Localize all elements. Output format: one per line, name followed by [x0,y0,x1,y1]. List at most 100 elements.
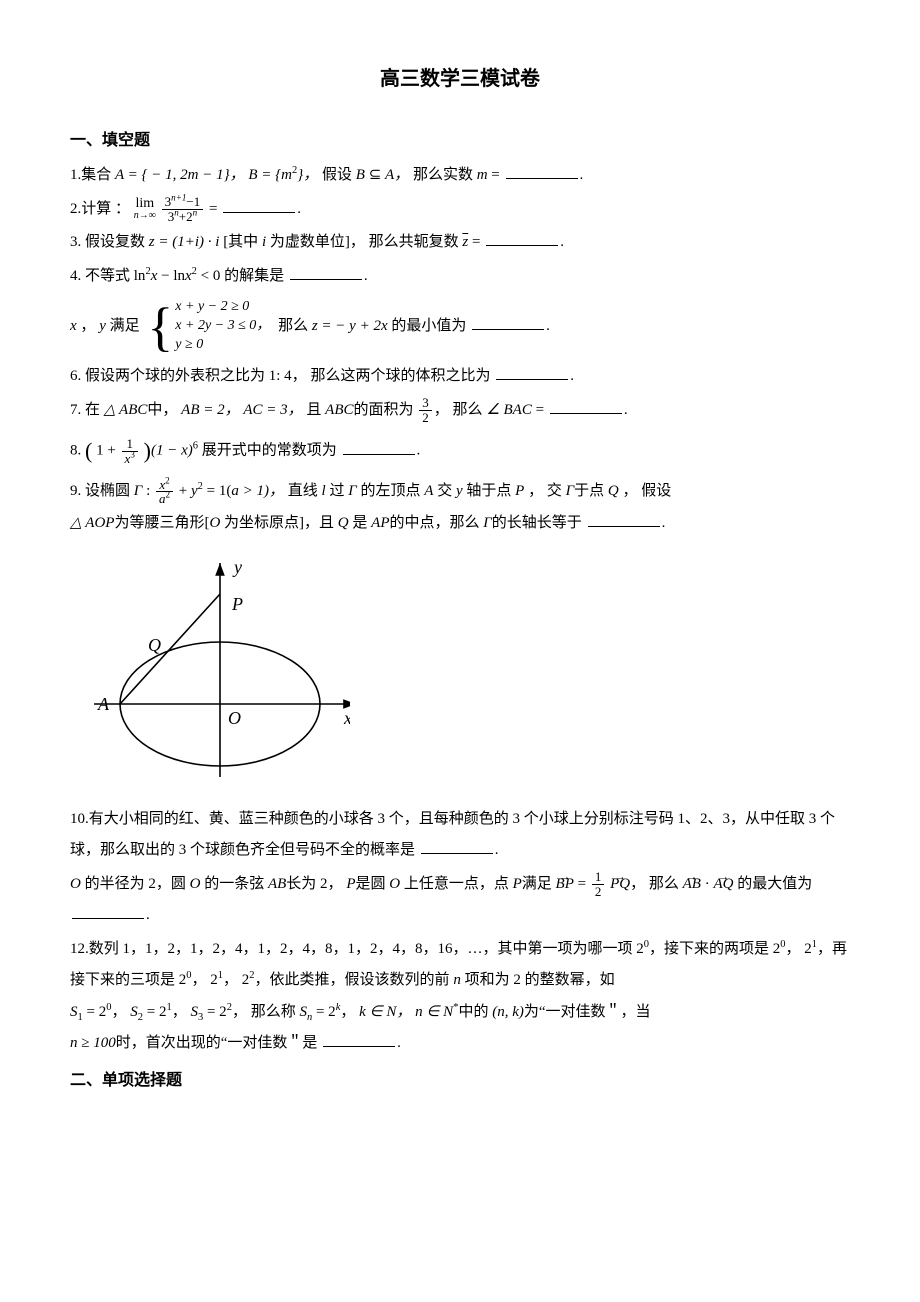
q2-period: . [297,201,301,217]
q2-lim: lim [134,197,156,211]
q3-expr: = (1+i) · i [155,234,220,250]
q5-y: y [99,318,106,334]
q11-AB2: AB [683,876,701,892]
q2-num-sup: n+1 [171,193,186,203]
q11-blank [72,905,144,920]
brace-icon: { [147,300,173,354]
q7-blank [550,399,622,414]
q1-B-expr: = {m [258,167,292,183]
q11-sat: 满足 [522,876,556,892]
q11-P2: P [513,876,522,892]
q12-S3eq: = 2 [203,1004,226,1020]
question-7: 7. 在 △ ABC中， AB = 2， AC = 3， 且 ABC的面积为 3… [70,395,850,427]
q7-period: . [624,402,628,418]
q12-c7: ， [340,1004,359,1020]
q12-nin: n ∈ N [415,1004,453,1020]
q6-period: . [570,368,574,384]
q12-c5: ， [172,1004,191,1020]
q7-ang: ∠ BAC [486,402,532,418]
question-5: x ， y 满足 { x + y − 2 ≥ 0 x + 2y − 3 ≤ 0，… [70,294,850,359]
q7-area: 的面积为 [354,402,418,418]
q12-Sn: S [299,1004,307,1020]
q8-blank [343,440,415,455]
q1-sub-r: A， [385,167,409,183]
q12-l1b: ，接下来的两项是 [649,941,773,957]
q7-and: 且 [306,402,325,418]
q4-lt: < 0 [201,268,221,284]
svg-text:P: P [231,594,243,614]
q9-pre: 9. 设椭圆 [70,483,134,499]
q11-comma: ， [630,876,645,892]
q7-num: 3 [419,396,432,411]
q7-frac: 3 2 [419,396,432,424]
q9-iso2: 为坐标原点]，且 [220,515,338,531]
q3-then: 那么共轭复数 [369,234,463,250]
q2-den-b-sup: n [193,208,198,218]
q11-AQ: AQ [713,876,733,892]
q3-pre: 3. 假设复数 [70,234,149,250]
q1-pre: 1.集合 [70,167,115,183]
question-1: 1.集合 A = { − 1, 2m − 1}， B = {m2}， 假设 B … [70,160,850,192]
q4-period: . [364,268,368,284]
q11-period: . [146,907,150,923]
q9-iso: 为等腰三角形[ [114,515,209,531]
q12-then: 那么称 [251,1004,300,1020]
q1-B-end: }， [297,167,318,183]
q5-line2: x + 2y − 3 ≤ 0， [175,317,270,336]
q11-O3: O [389,876,400,892]
svg-text:x: x [343,708,350,728]
q12-Sneq: = 2 [312,1004,335,1020]
q9-cross: 交 [433,483,456,499]
q12-shi: 时，首次出现的“一对佳数＂是 [116,1035,318,1051]
q8-tail: 展开式中的常数项为 [202,443,337,459]
q4-minus: − [161,268,173,284]
q1-eq: = [488,167,504,183]
q5-tail1: 满足 [106,318,144,334]
q12-S3: S [190,1004,198,1020]
q1-sub-sym: ⊆ [365,167,385,183]
q9-O: O [209,515,220,531]
q7-abc: ABC [325,402,353,418]
q5-system: { x + y − 2 ≥ 0 x + 2y − 3 ≤ 0， y ≥ 0 [147,298,270,355]
q11-O: O [70,876,81,892]
q2-pre: 2.计算 ： [70,201,134,217]
q1-B: B [248,167,257,183]
q11-any: 上任意一点，点 [400,876,513,892]
q11-AB: AB [268,876,286,892]
q5-then: 那么 [278,318,312,334]
q4-pre: 4. 不等式 [70,268,134,284]
q12-c3: ， [223,972,242,988]
q9-agt: a > 1)， [231,483,284,499]
q1-A-expr: = { − 1, 2m − 1}， [124,167,245,183]
q11-eqf: = [574,876,590,892]
q9-through: 过 [326,483,349,499]
question-3: 3. 假设复数 z = (1+i) · i [其中 i 为虚数单位]， 那么共轭… [70,227,850,259]
q8-rp: ) [144,438,151,463]
q3-eq: = [468,234,484,250]
q11-dot: · [701,876,714,892]
q5-period: . [546,318,550,334]
q5-line1: x + y − 2 ≥ 0 [175,298,270,317]
q5-blank [472,316,544,331]
q4-lna: ln [134,268,146,284]
q9-frac: x2 a2 [156,478,173,506]
q11-tail: 的最大值为 [737,876,812,892]
q12-c4: ， [111,1004,130,1020]
q4-blank [290,265,362,280]
question-8: 8. ( 1 + 1 x3 )(1 − x)6 展开式中的常数项为 . [70,428,850,474]
q5-x: x [70,318,77,334]
q3-period: . [560,234,564,250]
q9-y: y [191,483,198,499]
q12-20: 2 [636,941,644,957]
question-11: O 的半径为 2，圆 O 的一条弦 AB长为 2， P是圆 O 上任意一点，点 … [70,869,850,932]
question-9: 9. 设椭圆 Γ : x2 a2 + y2 = 1(a > 1)， 直线 l 过… [70,476,850,539]
q9-gam3: Γ [566,483,575,499]
q5-line3: y ≥ 0 [175,336,270,355]
q9-line: 直线 [288,483,322,499]
q8-pre: 8. [70,443,81,459]
q11-O2: O [190,876,201,892]
q5-gap1: ， [77,318,100,334]
q11-BP: BP [556,876,574,892]
q8-one: 1 + [96,443,119,459]
q9-eq1a: = 1( [207,483,232,499]
